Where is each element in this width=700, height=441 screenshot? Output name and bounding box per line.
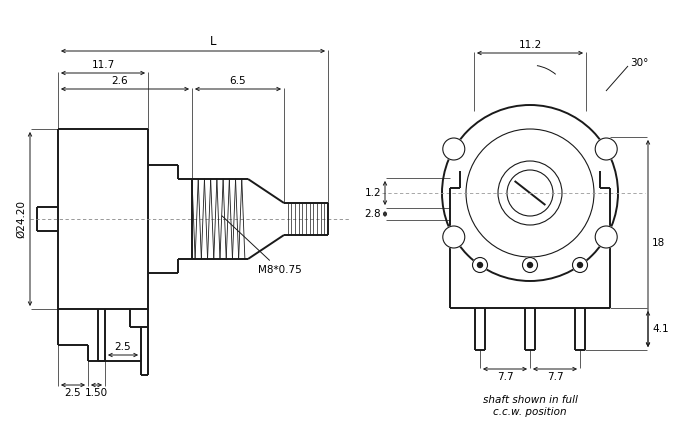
Circle shape [595,138,617,160]
Circle shape [578,262,582,268]
Text: 7.7: 7.7 [497,372,513,382]
Circle shape [528,262,533,268]
Circle shape [522,258,538,273]
Text: 2.5: 2.5 [64,388,81,398]
Text: 7.7: 7.7 [547,372,564,382]
Text: 2.5: 2.5 [115,342,132,352]
Text: shaft shown in full
c.c.w. position: shaft shown in full c.c.w. position [482,395,578,417]
Text: 2.6: 2.6 [112,76,128,86]
Text: M8*0.75: M8*0.75 [222,216,302,275]
Text: 4.1: 4.1 [652,324,668,334]
Text: Ø24.20: Ø24.20 [16,200,26,238]
Circle shape [595,226,617,248]
Text: 1.2: 1.2 [365,188,381,198]
Text: 11.2: 11.2 [519,40,542,50]
Circle shape [477,262,482,268]
Text: 18: 18 [652,239,665,248]
Circle shape [473,258,487,273]
Text: L: L [210,35,216,48]
Text: 11.7: 11.7 [92,60,115,70]
Circle shape [573,258,587,273]
Circle shape [443,226,465,248]
Text: 30°: 30° [630,58,648,68]
Text: 6.5: 6.5 [230,76,246,86]
Text: 1.50: 1.50 [85,388,108,398]
Text: 2.8: 2.8 [365,209,381,219]
Circle shape [443,138,465,160]
